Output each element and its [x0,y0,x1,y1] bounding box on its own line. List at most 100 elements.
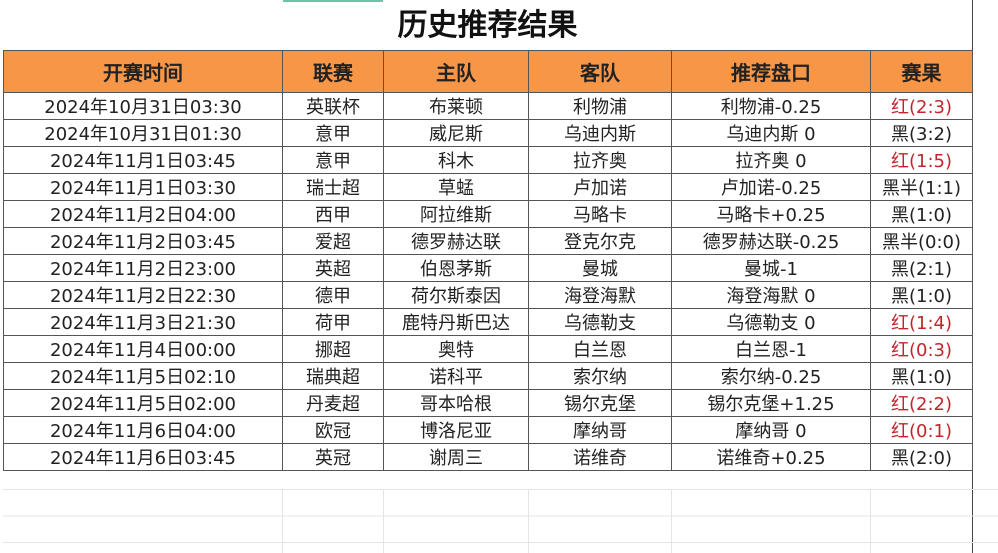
table-row: 2024年10月31日03:30 英联杯 布莱顿 利物浦 利物浦-0.25 红(2:3) [3,92,973,120]
table-row: 2024年11月2日04:00 西甲 阿拉维斯 马略卡 马略卡+0.25 黑(1:0) [3,200,973,228]
cell-league[interactable]: 荷甲 [282,308,384,336]
header-row: 开赛时间 联赛 主队 客队 推荐盘口 赛果 [3,50,973,93]
cell-result[interactable]: 黑半(0:0) [870,227,973,255]
cell-time[interactable]: 2024年11月2日22:30 [3,281,283,309]
cell-home[interactable]: 布莱顿 [383,92,529,120]
cell-home[interactable]: 科木 [383,146,529,174]
cell-home[interactable]: 德罗赫达联 [383,227,529,255]
header-pick[interactable]: 推荐盘口 [671,50,871,93]
cell-league[interactable]: 意甲 [282,146,384,174]
cell-result[interactable]: 黑(1:0) [870,281,973,309]
cell-pick[interactable]: 白兰恩-1 [671,335,871,363]
header-away[interactable]: 客队 [528,50,672,93]
cell-result[interactable]: 红(1:5) [870,146,973,174]
cell-pick[interactable]: 卢加诺-0.25 [671,173,871,201]
cell-home[interactable]: 奥特 [383,335,529,363]
cell-time[interactable]: 2024年10月31日01:30 [3,119,283,147]
header-result[interactable]: 赛果 [870,50,973,93]
cell-result[interactable]: 红(1:4) [870,308,973,336]
cell-pick[interactable]: 索尔纳-0.25 [671,362,871,390]
cell-away[interactable]: 海登海默 [528,281,672,309]
cell-home[interactable]: 威尼斯 [383,119,529,147]
cell-result[interactable]: 红(0:3) [870,335,973,363]
cell-league[interactable]: 意甲 [282,119,384,147]
cell-away[interactable]: 登克尔克 [528,227,672,255]
sheet-title[interactable]: 历史推荐结果 [397,8,578,43]
cell-time[interactable]: 2024年11月2日03:45 [3,227,283,255]
cell-result[interactable]: 黑(2:0) [870,443,973,471]
cell-result[interactable]: 黑半(1:1) [870,173,973,201]
cell-pick[interactable]: 德罗赫达联-0.25 [671,227,871,255]
cell-time[interactable]: 2024年11月5日02:00 [3,389,283,417]
cell-pick[interactable]: 乌迪内斯 0 [671,119,871,147]
cell-result[interactable]: 黑(1:0) [870,200,973,228]
cell-time[interactable]: 2024年11月6日04:00 [3,416,283,444]
cell-away[interactable]: 诺维奇 [528,443,672,471]
grid-line [528,489,529,553]
cell-league[interactable]: 爱超 [282,227,384,255]
cell-home[interactable]: 博洛尼亚 [383,416,529,444]
cell-league[interactable]: 欧冠 [282,416,384,444]
cell-league[interactable]: 德甲 [282,281,384,309]
cell-away[interactable]: 乌德勒支 [528,308,672,336]
cell-pick[interactable]: 诺维奇+0.25 [671,443,871,471]
cell-away[interactable]: 摩纳哥 [528,416,672,444]
cell-time[interactable]: 2024年11月1日03:30 [3,173,283,201]
cell-pick[interactable]: 海登海默 0 [671,281,871,309]
cell-league[interactable]: 瑞士超 [282,173,384,201]
cell-away[interactable]: 索尔纳 [528,362,672,390]
cell-time[interactable]: 2024年11月1日03:45 [3,146,283,174]
cell-pick[interactable]: 利物浦-0.25 [671,92,871,120]
cell-home[interactable]: 谢周三 [383,443,529,471]
cell-time[interactable]: 2024年10月31日03:30 [3,92,283,120]
cell-home[interactable]: 鹿特丹斯巴达 [383,308,529,336]
cell-result[interactable]: 红(0:1) [870,416,973,444]
cell-time[interactable]: 2024年11月4日00:00 [3,335,283,363]
cell-away[interactable]: 马略卡 [528,200,672,228]
cell-home[interactable]: 伯恩茅斯 [383,254,529,282]
cell-away[interactable]: 卢加诺 [528,173,672,201]
cell-away[interactable]: 利物浦 [528,92,672,120]
cell-pick[interactable]: 摩纳哥 0 [671,416,871,444]
cell-pick[interactable]: 乌德勒支 0 [671,308,871,336]
cell-time[interactable]: 2024年11月5日02:10 [3,362,283,390]
table-row: 2024年11月6日03:45 英冠 谢周三 诺维奇 诺维奇+0.25 黑(2:0) [3,443,973,471]
cell-pick[interactable]: 拉齐奥 0 [671,146,871,174]
cell-time[interactable]: 2024年11月2日23:00 [3,254,283,282]
cell-home[interactable]: 草蜢 [383,173,529,201]
cell-league[interactable]: 英超 [282,254,384,282]
cell-league[interactable]: 英联杯 [282,92,384,120]
cell-result[interactable]: 黑(1:0) [870,362,973,390]
header-home[interactable]: 主队 [383,50,529,93]
cell-away[interactable]: 锡尔克堡 [528,389,672,417]
header-league[interactable]: 联赛 [282,50,384,93]
cell-home[interactable]: 荷尔斯泰因 [383,281,529,309]
cell-league[interactable]: 丹麦超 [282,389,384,417]
cell-time[interactable]: 2024年11月6日03:45 [3,443,283,471]
cell-away[interactable]: 白兰恩 [528,335,672,363]
cell-result[interactable]: 黑(2:1) [870,254,973,282]
results-table: 开赛时间 联赛 主队 客队 推荐盘口 赛果 2024年10月31日03:30 英联… [3,50,973,471]
cell-away[interactable]: 曼城 [528,254,672,282]
cell-league[interactable]: 西甲 [282,200,384,228]
table-row: 2024年11月5日02:10 瑞典超 诺科平 索尔纳 索尔纳-0.25 黑(1:0) [3,362,973,390]
cell-result[interactable]: 红(2:3) [870,92,973,120]
cell-league[interactable]: 挪超 [282,335,384,363]
table-row: 2024年11月2日22:30 德甲 荷尔斯泰因 海登海默 海登海默 0 黑(1:0) [3,281,973,309]
table-row: 2024年11月1日03:45 意甲 科木 拉齐奥 拉齐奥 0 红(1:5) [3,146,973,174]
cell-away[interactable]: 乌迪内斯 [528,119,672,147]
cell-away[interactable]: 拉齐奥 [528,146,672,174]
cell-home[interactable]: 哥本哈根 [383,389,529,417]
header-time[interactable]: 开赛时间 [3,50,283,93]
cell-pick[interactable]: 曼城-1 [671,254,871,282]
cell-pick[interactable]: 锡尔克堡+1.25 [671,389,871,417]
cell-result[interactable]: 黑(3:2) [870,119,973,147]
cell-league[interactable]: 瑞典超 [282,362,384,390]
cell-home[interactable]: 阿拉维斯 [383,200,529,228]
cell-result[interactable]: 红(2:2) [870,389,973,417]
cell-pick[interactable]: 马略卡+0.25 [671,200,871,228]
cell-time[interactable]: 2024年11月3日21:30 [3,308,283,336]
cell-league[interactable]: 英冠 [282,443,384,471]
cell-time[interactable]: 2024年11月2日04:00 [3,200,283,228]
cell-home[interactable]: 诺科平 [383,362,529,390]
